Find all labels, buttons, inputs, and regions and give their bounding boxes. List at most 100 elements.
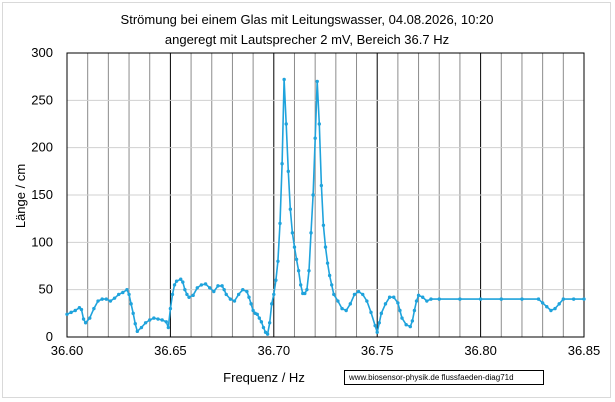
chart-frame: [2, 2, 611, 398]
x-tick-label: 36.70: [258, 343, 291, 358]
data-point: [294, 257, 299, 262]
data-point: [265, 332, 270, 336]
data-point: [236, 292, 241, 297]
data-point: [79, 307, 84, 312]
data-point: [375, 330, 379, 334]
data-point: [133, 322, 137, 326]
data-point: [348, 302, 353, 306]
data-point: [185, 292, 189, 297]
data-point: [437, 297, 441, 301]
series-group: [65, 77, 586, 336]
data-point: [112, 296, 117, 300]
data-point: [108, 299, 113, 303]
data-point: [222, 287, 226, 292]
data-point: [549, 308, 553, 313]
data-point: [160, 318, 164, 322]
data-point: [83, 321, 88, 325]
data-point: [478, 297, 483, 301]
data-point: [135, 329, 140, 334]
data-point: [458, 297, 462, 301]
x-axis-label: Frequenz / Hz: [223, 370, 305, 385]
data-point: [410, 319, 415, 323]
x-tick-label: 36.75: [361, 343, 394, 358]
data-point: [92, 306, 96, 311]
data-point: [412, 308, 417, 313]
x-tick-label: 36.85: [568, 343, 601, 358]
data-point: [96, 299, 100, 303]
data-point: [207, 286, 212, 290]
data-point: [307, 269, 311, 273]
data-point: [164, 320, 168, 324]
chart-title-line2: angeregt mit Lautsprecher 2 mV, Bereich …: [165, 32, 449, 47]
data-point: [520, 297, 524, 301]
data-point: [259, 320, 264, 324]
data-point: [224, 292, 228, 297]
y-tick-label: 150: [31, 187, 53, 202]
data-point: [187, 295, 191, 299]
data-point: [166, 325, 171, 330]
data-point: [557, 302, 561, 306]
data-point: [408, 324, 412, 329]
tick-labels: 36.60 36.65 36.70 36.75 36.80 36.85 0 50 100 150 2…: [31, 45, 600, 358]
data-point: [168, 306, 173, 311]
data-point: [156, 317, 160, 321]
data-point: [172, 283, 177, 287]
data-point: [69, 310, 73, 315]
y-tick-label: 300: [31, 45, 53, 60]
data-point: [499, 297, 503, 301]
x-tick-label: 36.80: [464, 343, 497, 358]
data-point: [117, 292, 121, 297]
plot-area-border: [66, 52, 585, 338]
data-point: [278, 221, 282, 226]
data-point: [228, 297, 233, 301]
data-point: [298, 283, 303, 287]
data-point: [311, 193, 315, 197]
data-point: [73, 308, 77, 313]
data-point: [257, 316, 262, 320]
data-point: [148, 318, 152, 322]
chart-title-line1: Strömung bei einem Glas mit Leitungswass…: [121, 12, 494, 27]
data-point: [216, 284, 220, 288]
data-point: [400, 316, 404, 320]
data-point: [425, 299, 429, 303]
data-point: [139, 325, 144, 330]
data-point: [274, 278, 278, 282]
data-point: [429, 297, 433, 301]
data-point: [296, 269, 301, 273]
data-point: [152, 316, 156, 320]
y-tick-label: 50: [39, 282, 53, 297]
data-point: [330, 283, 334, 287]
data-point: [361, 292, 365, 297]
x-tick-label: 36.65: [154, 343, 187, 358]
data-point: [212, 289, 216, 294]
data-point: [191, 293, 195, 298]
data-point: [398, 308, 402, 313]
data-point: [420, 295, 425, 299]
data-point: [267, 321, 272, 325]
data-point: [317, 122, 321, 126]
data-point: [104, 297, 108, 301]
data-point: [100, 297, 104, 301]
data-point: [383, 302, 388, 306]
data-point: [170, 292, 175, 297]
data-point: [344, 308, 348, 313]
data-point: [232, 299, 237, 303]
data-point: [414, 299, 419, 303]
y-tick-label: 100: [31, 234, 53, 249]
y-tick-label: 200: [31, 140, 53, 155]
data-point: [272, 292, 276, 297]
x-tick-label: 36.60: [51, 343, 84, 358]
data-point: [545, 305, 549, 309]
data-point: [305, 287, 309, 292]
data-point: [276, 259, 280, 263]
data-point: [404, 322, 408, 327]
data-point: [280, 162, 284, 166]
data-point: [336, 299, 340, 303]
data-point: [65, 312, 69, 316]
data-point: [203, 282, 208, 286]
data-point: [352, 292, 357, 297]
data-point: [387, 295, 392, 299]
data-point: [131, 311, 135, 316]
source-label: www.biosensor-physik.de flussfaeden-diag…: [344, 370, 544, 385]
